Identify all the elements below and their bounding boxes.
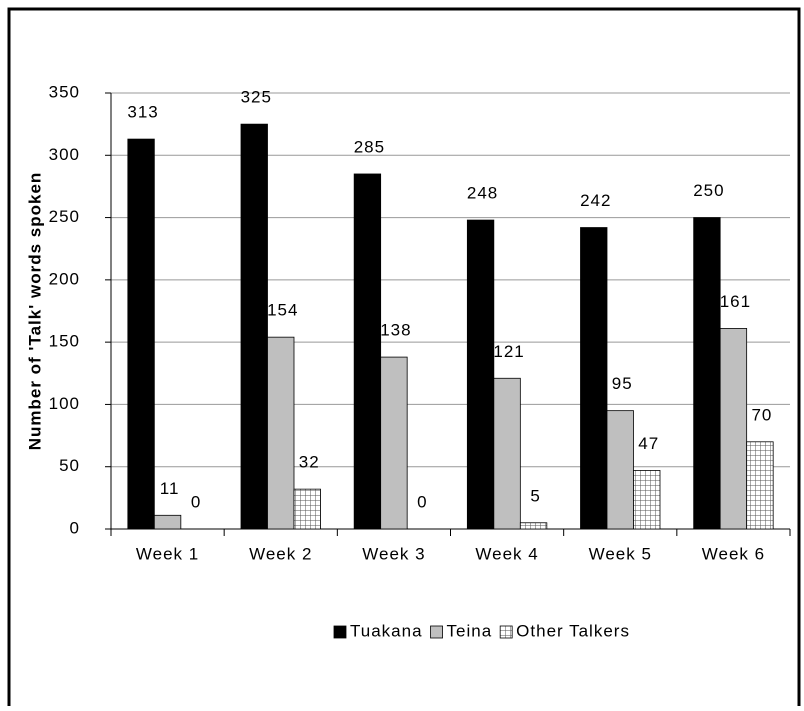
bar [493, 377, 521, 530]
y-tick-label: 200 [49, 269, 80, 288]
bar [633, 470, 661, 530]
value-label: 5 [530, 486, 540, 505]
x-tick-label: Week 5 [589, 544, 652, 563]
x-tick-label: Week 1 [136, 544, 199, 563]
value-label: 70 [751, 405, 772, 424]
x-tick-label: Week 6 [702, 544, 765, 563]
bar [127, 138, 155, 530]
bar [719, 328, 748, 530]
legend-swatch [333, 625, 347, 639]
value-label: 11 [160, 479, 180, 498]
bar [153, 514, 182, 530]
y-tick-label: 100 [49, 394, 80, 413]
value-label: 313 [127, 103, 158, 122]
value-label: 248 [467, 184, 498, 203]
bar [267, 336, 295, 530]
bar [693, 217, 721, 530]
bar [353, 173, 382, 530]
x-tick-label: Week 3 [362, 544, 425, 563]
legend-label: Tuakana [350, 621, 423, 640]
legend-label: Teina [447, 621, 493, 640]
bar [293, 488, 321, 530]
x-tick-label: Week 2 [249, 544, 312, 563]
value-label: 138 [380, 321, 411, 340]
value-label: 325 [241, 88, 272, 107]
bar [240, 123, 268, 530]
value-label: 0 [417, 492, 427, 511]
legend-swatch [499, 625, 513, 639]
legend-swatch [430, 625, 443, 639]
bar [519, 522, 548, 530]
value-label: 95 [612, 374, 633, 393]
y-axis-label: Number of 'Talk' words spoken [25, 172, 44, 451]
value-label: 154 [267, 301, 298, 320]
value-label: 250 [693, 181, 724, 200]
y-tick-label: 350 [49, 82, 80, 101]
bar [606, 410, 634, 530]
y-tick-label: 300 [49, 145, 80, 164]
legend-label: Other Talkers [516, 621, 630, 640]
bar [746, 441, 774, 530]
y-tick-label: 50 [59, 456, 80, 475]
value-label: 161 [720, 292, 751, 311]
bar [466, 219, 495, 530]
value-label: 47 [638, 434, 659, 453]
value-label: 121 [493, 342, 524, 361]
x-tick-label: Week 4 [475, 544, 538, 563]
y-tick-label: 0 [70, 518, 80, 537]
bar [580, 227, 608, 530]
frame [7, 7, 801, 711]
value-label: 32 [299, 453, 320, 472]
value-label: 242 [580, 191, 611, 210]
y-tick-label: 250 [49, 207, 80, 226]
bar [380, 356, 408, 530]
value-label: 285 [354, 137, 385, 156]
value-label: 0 [191, 492, 201, 511]
y-tick-label: 150 [49, 332, 80, 351]
